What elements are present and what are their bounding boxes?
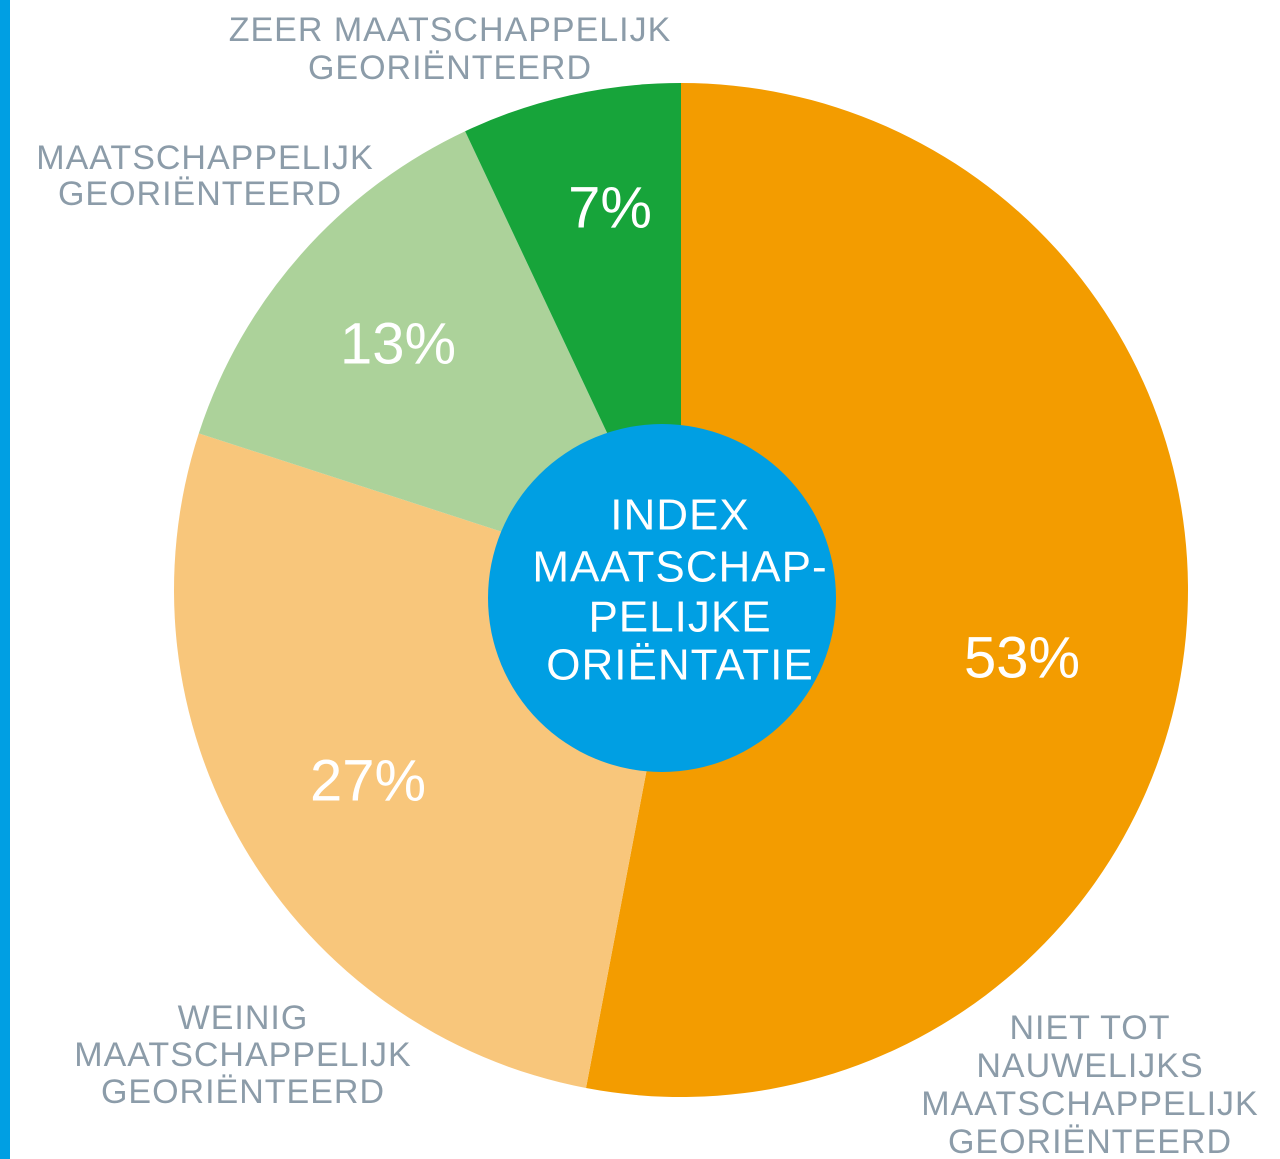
category-label: NIET TOT [1009, 1009, 1170, 1047]
value-label: 27% [310, 748, 426, 813]
center-label: PELIJKE [588, 593, 771, 642]
category-label: GEORIËNTEERD [308, 49, 592, 87]
category-label: MAATSCHAPPELIJK [74, 1036, 411, 1074]
category-label: GEORIËNTEERD [101, 1073, 385, 1111]
center-label: INDEX [610, 491, 749, 540]
category-label: GEORIËNTEERD [948, 1123, 1232, 1159]
category-label: GEORIËNTEERD [58, 175, 342, 213]
value-label: 53% [964, 625, 1080, 690]
side-stripe [0, 0, 10, 1159]
category-label: WEINIG [178, 999, 309, 1037]
category-label: MAATSCHAPPELIJK [36, 139, 373, 177]
center-label: MAATSCHAP- [532, 543, 827, 592]
category-label: NAUWELIJKS [976, 1047, 1203, 1085]
value-label: 7% [568, 175, 652, 240]
category-label: MAATSCHAPPELIJK [921, 1085, 1258, 1123]
center-label: ORIËNTATIE [546, 641, 814, 690]
center-circle [488, 424, 836, 772]
pie-slice [585, 83, 1188, 1097]
category-label: ZEER MAATSCHAPPELIJK [229, 11, 672, 49]
value-label: 13% [340, 311, 456, 376]
